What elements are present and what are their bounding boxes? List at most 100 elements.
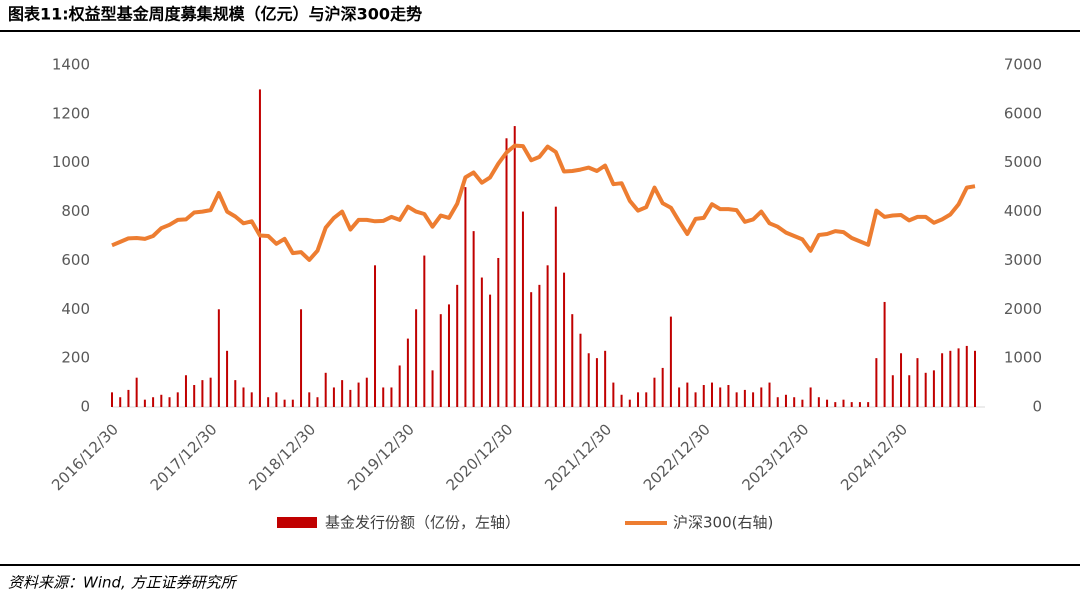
bar xyxy=(842,399,845,407)
bar xyxy=(637,392,640,407)
bar xyxy=(612,382,615,407)
bar xyxy=(431,370,434,407)
bar xyxy=(571,314,574,407)
bar xyxy=(365,377,368,407)
bar xyxy=(538,284,541,407)
bar xyxy=(521,211,524,407)
bar xyxy=(957,348,960,407)
bar xyxy=(226,350,229,407)
bar xyxy=(390,387,393,407)
x-tick-label: 2017/12/30 xyxy=(147,420,221,494)
y-tick-label: 1400 xyxy=(52,56,90,74)
bar xyxy=(826,399,829,407)
bar xyxy=(604,350,607,407)
bar xyxy=(480,277,483,407)
bar xyxy=(735,392,738,407)
bar xyxy=(743,389,746,407)
bar xyxy=(505,138,508,408)
bar xyxy=(653,377,656,407)
bar xyxy=(941,353,944,407)
bar xyxy=(809,387,812,407)
legend-label: 基金发行份额（亿份，左轴） xyxy=(325,514,520,532)
y2-tick-label: 0 xyxy=(1032,398,1042,416)
bar xyxy=(678,387,681,407)
y-tick-label: 400 xyxy=(61,300,90,318)
bar xyxy=(719,387,722,407)
bar xyxy=(332,387,335,407)
x-tick-label: 2021/12/30 xyxy=(541,420,615,494)
y-tick-label: 200 xyxy=(61,349,90,367)
bar xyxy=(900,353,903,407)
y2-tick-label: 1000 xyxy=(1004,349,1042,367)
bar xyxy=(349,389,352,407)
bar xyxy=(398,365,401,407)
bar xyxy=(628,399,631,407)
bar xyxy=(817,397,820,407)
bar xyxy=(752,392,755,407)
bar xyxy=(497,257,500,407)
y2-tick-label: 7000 xyxy=(1004,56,1042,74)
bar xyxy=(669,316,672,407)
bar xyxy=(489,294,492,407)
legend-label: 沪深300(右轴) xyxy=(673,514,773,532)
bar xyxy=(645,392,648,407)
bar xyxy=(793,397,796,407)
legend-swatch xyxy=(277,517,317,528)
bar xyxy=(908,375,911,407)
bar xyxy=(472,231,475,407)
bar xyxy=(891,375,894,407)
bar xyxy=(209,377,212,407)
bar xyxy=(710,382,713,407)
bar xyxy=(924,372,927,407)
bar xyxy=(456,284,459,407)
bar xyxy=(875,358,878,407)
bar xyxy=(686,382,689,407)
bar xyxy=(595,358,598,407)
bar xyxy=(587,353,590,407)
line xyxy=(111,143,976,262)
bar xyxy=(308,392,311,407)
x-tick-label: 2019/12/30 xyxy=(344,420,418,494)
y-tick-label: 1000 xyxy=(52,153,90,171)
y2-tick-label: 6000 xyxy=(1004,104,1042,122)
bar xyxy=(760,387,763,407)
bar xyxy=(694,392,697,407)
bar xyxy=(234,380,237,407)
bar xyxy=(160,394,163,407)
bar xyxy=(406,338,409,407)
x-tick-label: 2024/12/30 xyxy=(837,420,911,494)
bar xyxy=(415,309,418,407)
y2-tick-label: 3000 xyxy=(1004,251,1042,269)
bar xyxy=(127,389,130,407)
y-tick-label: 0 xyxy=(80,398,90,416)
bar xyxy=(111,392,113,407)
bar xyxy=(801,399,804,407)
bar xyxy=(513,126,516,408)
bar xyxy=(242,387,245,407)
bar xyxy=(201,380,204,407)
bar xyxy=(217,309,220,407)
bar xyxy=(563,272,566,407)
bar xyxy=(250,392,253,407)
bar xyxy=(374,265,377,407)
bar xyxy=(768,382,771,407)
y2-tick-label: 5000 xyxy=(1004,153,1042,171)
bar xyxy=(932,370,935,407)
bar xyxy=(152,397,155,407)
bar xyxy=(965,345,968,407)
bar xyxy=(447,304,450,407)
x-tick-label: 2023/12/30 xyxy=(739,420,813,494)
y2-tick-label: 4000 xyxy=(1004,202,1042,220)
x-tick-label: 2016/12/30 xyxy=(48,420,122,494)
bar xyxy=(283,399,286,407)
bar xyxy=(439,314,442,407)
bar xyxy=(702,385,705,407)
bar xyxy=(554,206,557,407)
bar xyxy=(464,187,467,407)
bar xyxy=(119,397,122,407)
bar xyxy=(275,392,278,407)
bar xyxy=(258,89,261,407)
bar xyxy=(184,375,187,407)
x-tick-label: 2020/12/30 xyxy=(443,420,517,494)
